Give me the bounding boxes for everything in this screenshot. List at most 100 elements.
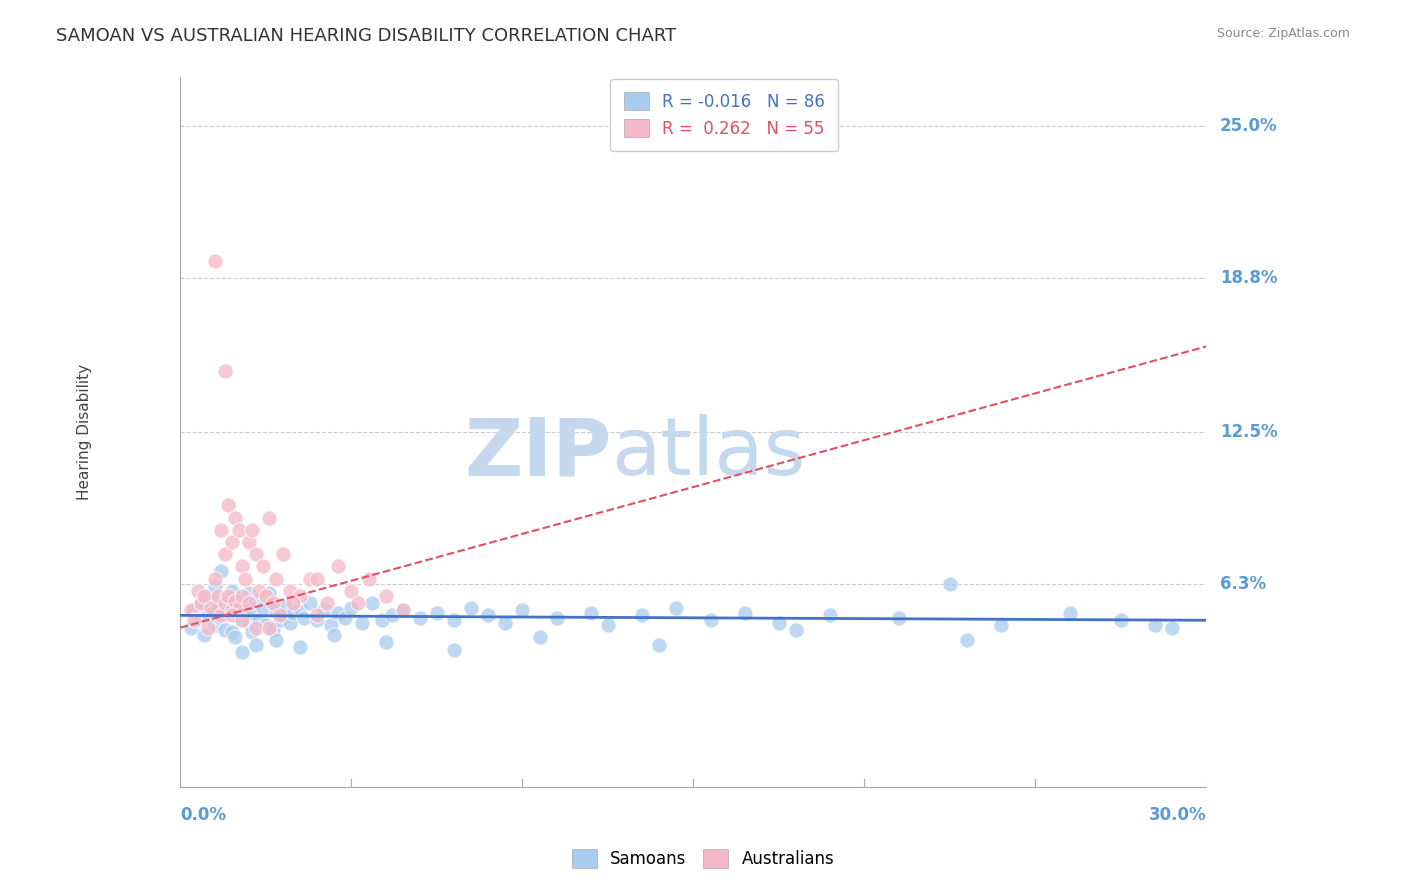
Point	[231, 613, 253, 627]
Point	[326, 559, 349, 574]
Point	[217, 591, 239, 606]
Point	[264, 572, 287, 586]
Point	[238, 596, 260, 610]
Point	[231, 589, 253, 603]
Point	[259, 510, 281, 524]
Point	[247, 613, 270, 627]
Point	[247, 583, 270, 598]
Point	[371, 613, 394, 627]
Point	[990, 618, 1012, 632]
Point	[211, 608, 233, 623]
Point	[180, 621, 202, 635]
Point	[259, 621, 281, 635]
Point	[211, 565, 233, 579]
Point	[224, 593, 246, 607]
Point	[214, 364, 236, 378]
Text: 12.5%: 12.5%	[1220, 423, 1278, 441]
Point	[200, 589, 222, 603]
Text: Source: ZipAtlas.com: Source: ZipAtlas.com	[1216, 27, 1350, 40]
Point	[1161, 621, 1184, 635]
Point	[214, 606, 236, 620]
Point	[460, 601, 482, 615]
Point	[224, 510, 246, 524]
Point	[648, 638, 671, 652]
Point	[288, 589, 311, 603]
Point	[221, 583, 243, 598]
Text: ZIP: ZIP	[464, 414, 612, 492]
Point	[299, 596, 322, 610]
Point	[333, 611, 356, 625]
Point	[245, 621, 267, 635]
Point	[939, 576, 962, 591]
Text: Hearing Disability: Hearing Disability	[77, 364, 93, 500]
Point	[245, 638, 267, 652]
Point	[887, 611, 910, 625]
Point	[204, 618, 226, 632]
Point	[214, 547, 236, 561]
Point	[262, 623, 284, 637]
Point	[245, 593, 267, 607]
Point	[186, 583, 208, 598]
Point	[768, 615, 790, 630]
Point	[326, 606, 349, 620]
Point	[207, 589, 229, 603]
Point	[254, 589, 277, 603]
Point	[180, 603, 202, 617]
Point	[443, 613, 465, 627]
Point	[183, 603, 205, 617]
Point	[190, 596, 212, 610]
Point	[259, 586, 281, 600]
Point	[818, 608, 841, 623]
Point	[276, 599, 298, 613]
Point	[340, 583, 363, 598]
Point	[238, 586, 260, 600]
Text: 18.8%: 18.8%	[1220, 269, 1278, 287]
Point	[631, 608, 654, 623]
Point	[228, 523, 250, 537]
Point	[186, 613, 208, 627]
Point	[288, 601, 311, 615]
Point	[1144, 618, 1167, 632]
Point	[361, 596, 384, 610]
Point	[357, 572, 380, 586]
Point	[956, 632, 979, 647]
Point	[231, 613, 253, 627]
Point	[292, 611, 315, 625]
Point	[579, 606, 602, 620]
Point	[221, 535, 243, 549]
Point	[211, 611, 233, 625]
Point	[254, 618, 277, 632]
Point	[283, 606, 305, 620]
Point	[271, 547, 294, 561]
Point	[409, 611, 432, 625]
Point	[264, 632, 287, 647]
Point	[278, 583, 301, 598]
Point	[278, 615, 301, 630]
Point	[269, 608, 291, 623]
Point	[391, 603, 413, 617]
Point	[228, 593, 250, 607]
Point	[283, 596, 305, 610]
Point	[494, 615, 516, 630]
Point	[391, 603, 413, 617]
Point	[546, 611, 568, 625]
Point	[271, 608, 294, 623]
Text: 0.0%: 0.0%	[180, 806, 226, 824]
Point	[224, 631, 246, 645]
Text: 25.0%: 25.0%	[1220, 118, 1278, 136]
Point	[240, 625, 263, 640]
Point	[252, 559, 274, 574]
Point	[207, 601, 229, 615]
Point	[217, 589, 239, 603]
Point	[316, 596, 339, 610]
Point	[211, 523, 233, 537]
Point	[217, 499, 239, 513]
Text: SAMOAN VS AUSTRALIAN HEARING DISABILITY CORRELATION CHART: SAMOAN VS AUSTRALIAN HEARING DISABILITY …	[56, 27, 676, 45]
Point	[699, 613, 721, 627]
Point	[221, 603, 243, 617]
Point	[307, 608, 329, 623]
Point	[347, 596, 370, 610]
Text: 30.0%: 30.0%	[1149, 806, 1206, 824]
Point	[200, 601, 222, 615]
Point	[269, 613, 291, 627]
